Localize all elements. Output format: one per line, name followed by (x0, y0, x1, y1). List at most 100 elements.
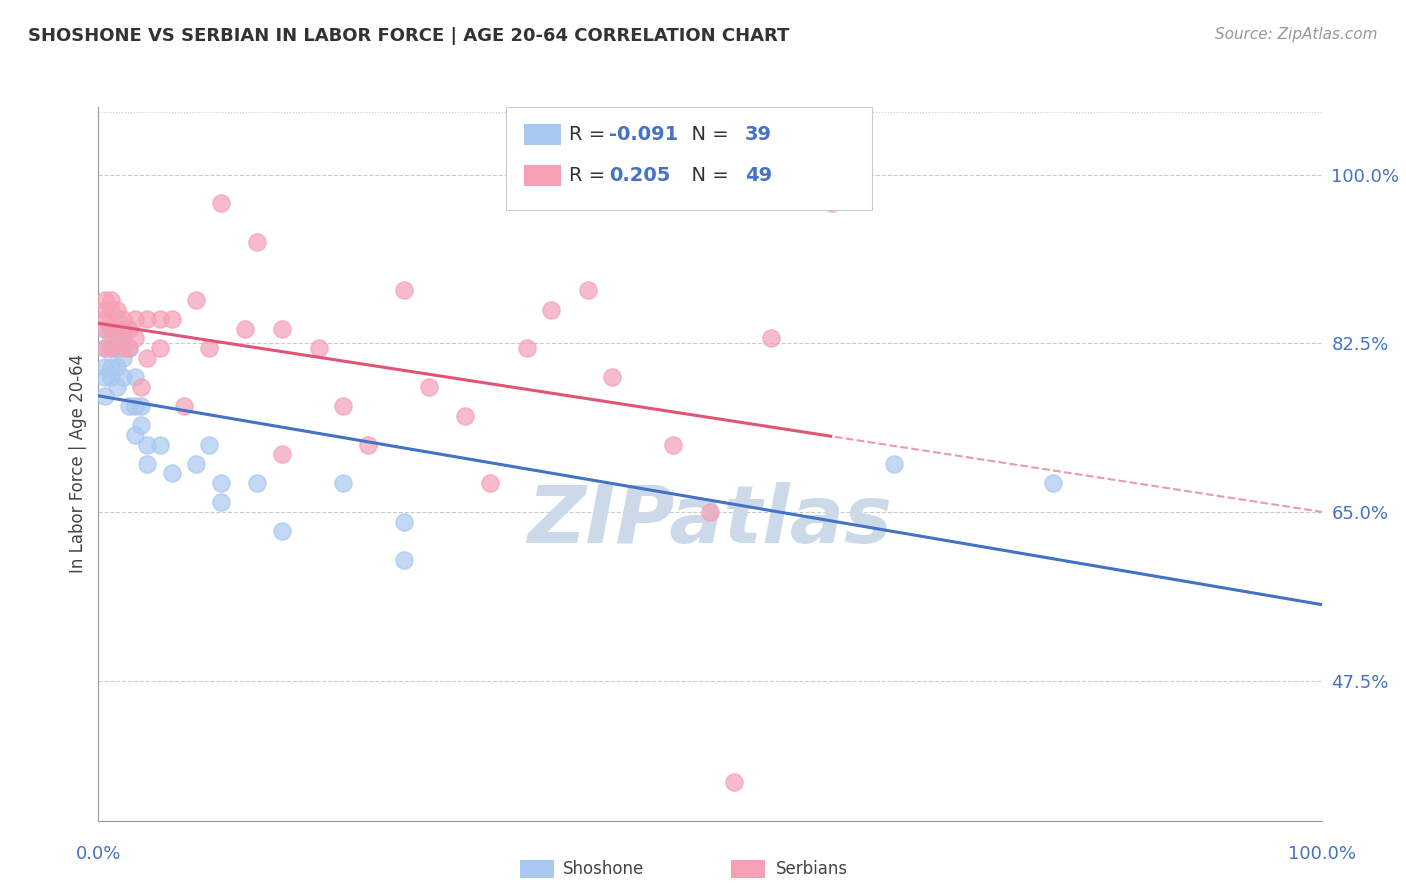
Point (129, 380, 152, 394)
Point (111, 341, 134, 355)
Point (124, 370, 146, 384)
Point (699, 505, 721, 519)
Text: Serbians: Serbians (776, 860, 848, 878)
Point (124, 331, 146, 345)
Point (100, 360, 122, 375)
Point (100, 331, 122, 345)
Point (454, 409, 477, 423)
Text: -0.091: -0.091 (609, 125, 678, 145)
Point (93, 389, 115, 403)
Point (540, 302, 562, 317)
Point (100, 341, 122, 355)
Point (332, 399, 354, 413)
Point (883, 457, 905, 471)
Y-axis label: In Labor Force | Age 20-64: In Labor Force | Age 20-64 (69, 354, 87, 574)
Point (392, 283, 416, 297)
Point (197, 437, 219, 451)
Point (270, 524, 294, 539)
Point (105, 341, 128, 355)
Point (118, 341, 141, 355)
Text: Source: ZipAtlas.com: Source: ZipAtlas.com (1215, 27, 1378, 42)
Text: R =: R = (569, 166, 612, 186)
Point (93, 370, 115, 384)
Point (600, 370, 623, 384)
Text: 100.0%: 100.0% (1288, 845, 1355, 863)
Point (111, 351, 134, 365)
Point (111, 312, 134, 326)
Point (105, 360, 128, 375)
Point (100, 293, 122, 307)
Point (515, 341, 537, 355)
Point (392, 515, 416, 529)
Point (149, 437, 172, 451)
Point (160, 312, 183, 326)
Text: 0.0%: 0.0% (76, 845, 121, 863)
Text: N =: N = (679, 125, 735, 145)
Point (118, 399, 141, 413)
Point (186, 457, 208, 471)
Point (136, 437, 159, 451)
Point (723, 775, 745, 789)
Point (136, 351, 159, 365)
Point (124, 399, 146, 413)
Point (149, 312, 172, 326)
Point (124, 312, 146, 326)
Point (105, 302, 128, 317)
Text: R =: R = (569, 125, 612, 145)
Point (270, 322, 294, 336)
Point (100, 302, 122, 317)
Point (129, 418, 152, 433)
Text: 49: 49 (745, 166, 772, 186)
Point (105, 312, 128, 326)
Point (356, 437, 378, 451)
Point (93, 293, 115, 307)
Point (111, 322, 134, 336)
Text: 0.205: 0.205 (609, 166, 671, 186)
Point (246, 476, 269, 491)
Point (100, 370, 122, 384)
Point (270, 447, 294, 461)
Text: 39: 39 (745, 125, 772, 145)
Point (662, 437, 685, 451)
Point (100, 322, 122, 336)
Point (478, 476, 501, 491)
Text: ZIPatlas: ZIPatlas (527, 482, 893, 560)
Point (761, 331, 783, 345)
Text: N =: N = (679, 166, 735, 186)
Text: SHOSHONE VS SERBIAN IN LABOR FORCE | AGE 20-64 CORRELATION CHART: SHOSHONE VS SERBIAN IN LABOR FORCE | AGE… (28, 27, 790, 45)
Point (93, 322, 115, 336)
Point (576, 283, 599, 297)
Point (246, 235, 269, 249)
Point (93, 302, 115, 317)
Point (209, 196, 232, 211)
Point (93, 360, 115, 375)
Point (118, 341, 141, 355)
Point (136, 312, 159, 326)
Point (93, 322, 115, 336)
Point (332, 476, 354, 491)
Point (111, 331, 134, 345)
Point (186, 293, 208, 307)
Point (1042, 476, 1064, 491)
Point (209, 495, 232, 509)
Point (93, 341, 115, 355)
Point (173, 399, 195, 413)
Point (124, 428, 146, 442)
Point (105, 380, 128, 394)
Point (418, 380, 440, 394)
Point (392, 553, 416, 567)
Text: Shoshone: Shoshone (562, 860, 644, 878)
Point (209, 476, 232, 491)
Point (100, 341, 122, 355)
Point (105, 331, 128, 345)
Point (149, 341, 172, 355)
Point (821, 196, 844, 211)
Point (93, 312, 115, 326)
Point (197, 341, 219, 355)
Point (233, 322, 256, 336)
Point (118, 322, 141, 336)
Point (308, 341, 330, 355)
Point (93, 341, 115, 355)
Point (100, 322, 122, 336)
Point (136, 457, 159, 471)
